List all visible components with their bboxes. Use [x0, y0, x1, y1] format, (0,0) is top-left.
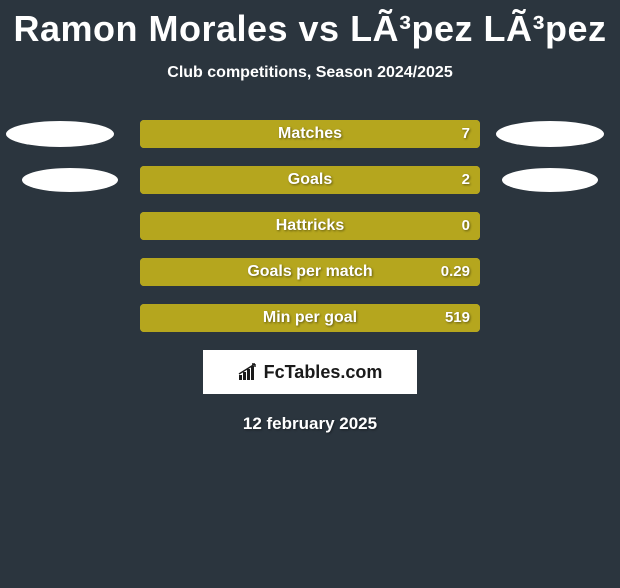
bar-value: 0	[140, 212, 470, 240]
bar-value: 2	[140, 166, 470, 194]
stat-row: Hattricks0	[0, 212, 620, 240]
player-ellipse	[22, 168, 118, 192]
stat-row: Goals per match0.29	[0, 258, 620, 286]
chart-bars-icon	[238, 363, 260, 381]
page-title: Ramon Morales vs LÃ³pez LÃ³pez	[0, 8, 620, 50]
bar-value: 7	[140, 120, 470, 148]
bar-value: 519	[140, 304, 470, 332]
bar-value: 0.29	[140, 258, 470, 286]
stat-row: Min per goal519	[0, 304, 620, 332]
date-text: 12 february 2025	[0, 414, 620, 434]
logo-box: FcTables.com	[203, 350, 417, 394]
player-ellipse	[502, 168, 598, 192]
subtitle: Club competitions, Season 2024/2025	[0, 64, 620, 82]
player-ellipse	[6, 121, 114, 147]
chart-area: Matches7Goals2Hattricks0Goals per match0…	[0, 120, 620, 332]
player-ellipse	[496, 121, 604, 147]
logo-text: FcTables.com	[264, 362, 383, 383]
